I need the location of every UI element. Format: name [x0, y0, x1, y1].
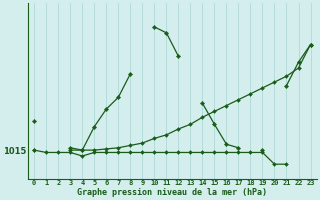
X-axis label: Graphe pression niveau de la mer (hPa): Graphe pression niveau de la mer (hPa): [77, 188, 268, 197]
